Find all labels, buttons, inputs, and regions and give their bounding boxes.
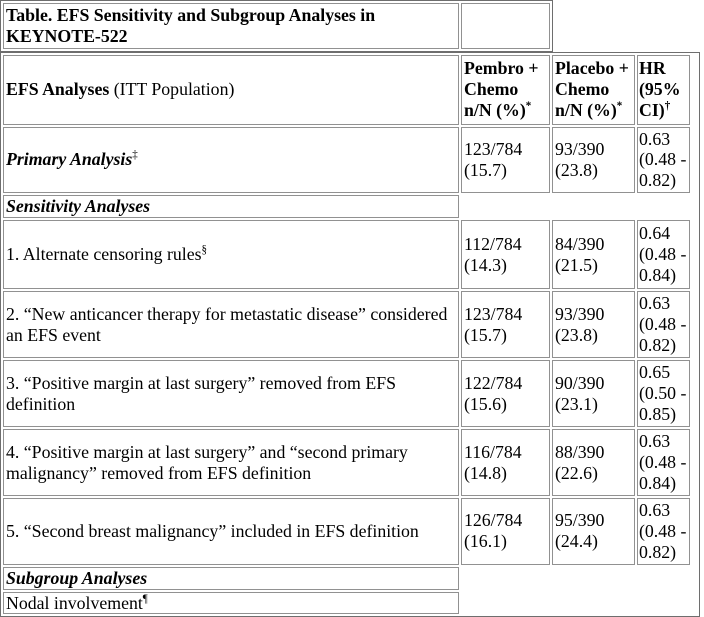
column-header-hr: HR (95% CI)†	[637, 54, 690, 125]
title-empty-cell	[461, 3, 550, 49]
cell-primary-placebo-value: 93/390 (23.8)	[552, 126, 635, 194]
row-sensitivity-5: 5. “Second breast malignancy” included i…	[3, 498, 697, 565]
cell-sensitivity-1-pembro-value: 112/784 (14.3)	[461, 220, 550, 290]
section-header-subgroup-analyses: Subgroup Analyses	[3, 566, 459, 590]
cell-sensitivity-5-hr-value: 0.63 (0.48 - 0.82)	[637, 498, 690, 565]
footnote-dagger: †	[664, 100, 671, 113]
section-header-sensitivity-analyses: Sensitivity Analyses	[3, 195, 459, 219]
cell-sensitivity-3-pembro-value: 122/784 (15.6)	[461, 360, 550, 428]
cell-sensitivity-5-label: 5. “Second breast malignancy” included i…	[3, 498, 459, 565]
cell-sensitivity-3-hr-value: 0.65 (0.50 - 0.85)	[637, 360, 690, 428]
table-title-band: Table. EFS Sensitivity and Subgroup Anal…	[0, 0, 553, 52]
header-efs-population: (ITT Population)	[109, 79, 235, 100]
row-sensitivity-3: 3. “Positive margin at last surgery” rem…	[3, 360, 697, 428]
header-row: EFS Analyses (ITT Population) Pembro + C…	[3, 54, 697, 125]
row-sensitivity-analyses-section: Sensitivity Analyses	[3, 195, 697, 219]
row-subgroup-analyses-section: Subgroup Analyses	[3, 566, 697, 590]
footnote-asterisk: *	[525, 100, 532, 113]
cell-primary-pembro-value: 123/784 (15.7)	[461, 126, 550, 194]
column-header-efs-analyses: EFS Analyses (ITT Population)	[3, 54, 459, 125]
cell-sensitivity-2-pembro-value: 123/784 (15.7)	[461, 291, 550, 359]
cell-primary-hr-value: 0.63 (0.48 - 0.82)	[637, 126, 690, 194]
header-efs-bold: EFS Analyses	[6, 79, 110, 100]
cell-sensitivity-4-label: 4. “Positive margin at last surgery” and…	[3, 429, 459, 497]
cell-sensitivity-5-pembro-value: 126/784 (16.1)	[461, 498, 550, 565]
efs-analyses-table: EFS Analyses (ITT Population) Pembro + C…	[0, 51, 700, 617]
row-sensitivity-4: 4. “Positive margin at last surgery” and…	[3, 429, 697, 497]
footnote-asterisk: *	[616, 100, 623, 113]
footnote-double-dagger: ‡	[132, 149, 138, 162]
title-row: Table. EFS Sensitivity and Subgroup Anal…	[3, 3, 550, 49]
cell-sensitivity-1-placebo-value: 84/390 (21.5)	[552, 220, 635, 290]
column-header-placebo-chemo: Placebo + Chemo n/N (%)*	[552, 54, 635, 125]
row-sensitivity-1: 1. Alternate censoring rules§ 112/784 (1…	[3, 220, 697, 290]
cell-sensitivity-2-hr-value: 0.63 (0.48 - 0.82)	[637, 291, 690, 359]
row-primary-analysis: Primary Analysis‡ 123/784 (15.7) 93/390 …	[3, 126, 697, 194]
cell-sensitivity-3-label: 3. “Positive margin at last surgery” rem…	[3, 360, 459, 428]
cell-sensitivity-5-placebo-value: 95/390 (24.4)	[552, 498, 635, 565]
cell-sensitivity-4-pembro-value: 116/784 (14.8)	[461, 429, 550, 497]
cell-primary-analysis-label: Primary Analysis‡	[3, 126, 459, 194]
footnote-section-sign: §	[201, 244, 208, 257]
cell-sensitivity-4-hr-value: 0.63 (0.48 - 0.84)	[637, 429, 690, 497]
cell-sensitivity-4-placebo-value: 88/390 (22.6)	[552, 429, 635, 497]
footnote-pilcrow: ¶	[142, 592, 148, 605]
cell-nodal-involvement-label: Nodal involvement¶	[3, 591, 459, 615]
cell-sensitivity-2-placebo-value: 93/390 (23.8)	[552, 291, 635, 359]
cell-sensitivity-1-label: 1. Alternate censoring rules§	[3, 220, 459, 290]
column-header-pembro-chemo: Pembro + Chemo n/N (%)*	[461, 54, 550, 125]
cell-sensitivity-2-label: 2. “New anticancer therapy for metastati…	[3, 291, 459, 359]
cell-sensitivity-1-hr-value: 0.64 (0.48 - 0.84)	[637, 220, 690, 290]
table-title: Table. EFS Sensitivity and Subgroup Anal…	[3, 3, 459, 49]
row-sensitivity-2: 2. “New anticancer therapy for metastati…	[3, 291, 697, 359]
row-nodal-involvement: Nodal involvement¶	[3, 591, 697, 615]
cell-sensitivity-3-placebo-value: 90/390 (23.1)	[552, 360, 635, 428]
